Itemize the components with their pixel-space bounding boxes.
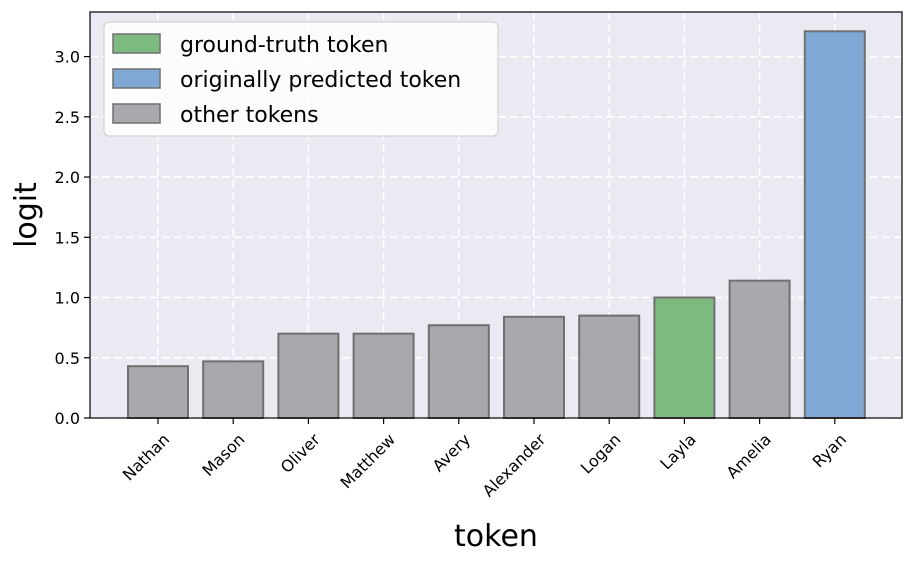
legend-label: other tokens: [180, 103, 319, 128]
bar-matthew: [352, 332, 415, 420]
legend-label: ground-truth token: [180, 33, 388, 58]
legend-swatch-ground-truth: [112, 33, 161, 54]
x-tick-label: Mason: [198, 430, 248, 480]
y-tick-label: 3.0: [55, 48, 80, 67]
bar-layla: [653, 296, 716, 419]
y-axis-title: logit: [9, 182, 44, 248]
x-tick-label: Layla: [656, 430, 699, 473]
x-tick-label: Avery: [429, 430, 475, 476]
y-tick-label: 2.5: [55, 108, 80, 127]
x-tick-label: Amelia: [723, 430, 775, 482]
bar-mason: [202, 360, 265, 420]
bar-avery: [427, 324, 490, 420]
x-tick-label: Nathan: [119, 430, 174, 485]
plot-frame: [89, 11, 903, 419]
y-tick-label: 0.0: [55, 409, 80, 428]
legend-box: [103, 21, 499, 137]
x-tick-label: Matthew: [337, 430, 399, 492]
bar-amelia: [728, 279, 791, 419]
y-axis-ticks: 0.0 0.5 1.0 1.5 2.0 2.5 3.0: [55, 48, 90, 428]
x-axis-ticks: Nathan Mason Oliver Matthew Avery Alexander Lo…: [119, 418, 850, 501]
x-tick-label: Logan: [577, 430, 625, 478]
bar-ryan: [803, 30, 866, 419]
legend-swatch-other: [112, 103, 161, 124]
x-tick-label: Alexander: [479, 430, 550, 501]
y-tick-label: 0.5: [55, 349, 80, 368]
bar-nathan: [127, 365, 189, 419]
x-tick-label: Oliver: [277, 430, 324, 477]
y-tick-label: 1.0: [55, 289, 80, 308]
bar-oliver: [277, 332, 340, 420]
legend-swatch-predicted: [112, 68, 161, 89]
x-axis-title: token: [454, 519, 538, 554]
y-tick-label: 2.0: [55, 168, 80, 187]
bar-alexander: [503, 315, 565, 419]
y-tick-label: 1.5: [55, 228, 80, 247]
legend: ground-truth token originally predicted t…: [103, 21, 499, 137]
legend-label: originally predicted token: [180, 68, 461, 93]
x-tick-label: Ryan: [809, 430, 850, 471]
bar-logan: [578, 314, 641, 419]
